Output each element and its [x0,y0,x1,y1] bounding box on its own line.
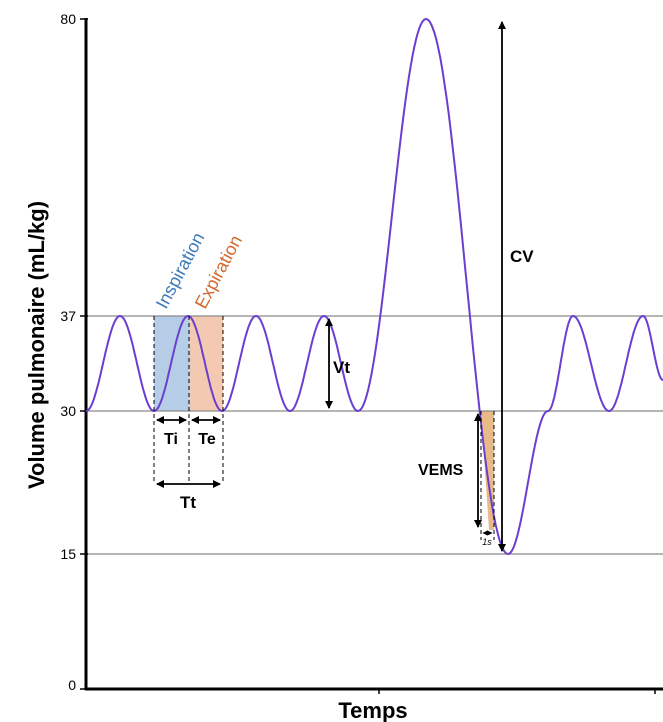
volume-curve [85,17,663,556]
x-axis-label: Temps [338,698,407,722]
y-tick-label-80: 80 [60,11,76,27]
y-tick-label-15: 15 [60,546,76,562]
vt-label: Vt [333,358,350,377]
te-label: Te [198,431,216,448]
tt-label: Tt [180,493,196,512]
one-s-label: 1s [482,537,492,547]
cv-label: CV [510,247,534,266]
y-axis-label: Volume pulmonaire (mL/kg) [24,201,49,489]
y-tick-label-30: 30 [60,403,76,419]
y-tick-label-0: 0 [68,677,76,693]
ti-label: Ti [164,431,178,448]
vems-label: VEMS [418,462,464,479]
y-tick-label-37: 37 [60,308,76,324]
